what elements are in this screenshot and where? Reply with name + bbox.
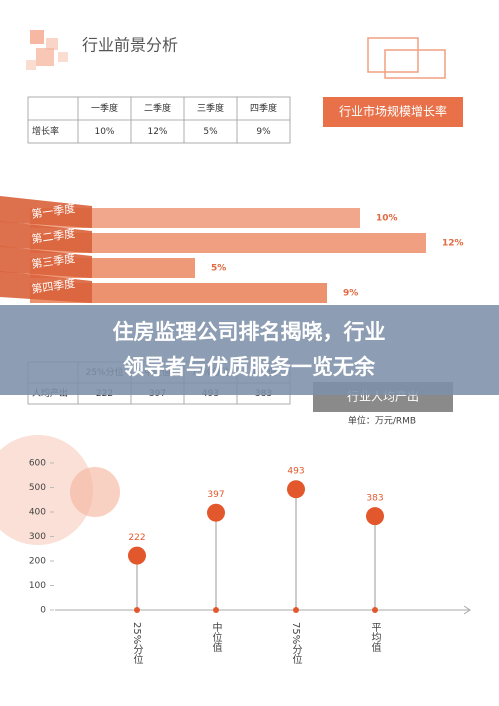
base-dot [293,607,299,613]
base-dot [213,607,219,613]
banner-title: 领导者与优质服务一览无余 [123,355,376,379]
y-tick-label: 300 [29,532,46,542]
value-label: 5% [211,264,226,274]
category-label: 25%分位 [131,622,143,664]
decor-outline [367,37,446,79]
category-label: 第一季度 [30,201,76,221]
table-header: 一季度 [91,102,118,114]
table-cell: 5% [203,127,218,137]
bar [30,233,426,253]
bar-label-tab [0,196,92,228]
y-tick-label: 200 [29,557,46,567]
axis-arrow [463,605,471,615]
value-label: 397 [207,490,224,500]
value-label: 12% [442,239,464,249]
bar-label-tab [0,246,92,278]
table-cell: 12% [147,127,167,137]
y-tick-label: 600 [29,459,46,469]
table-cell: 9% [256,127,271,137]
category-label: 平均值 [369,622,381,653]
decor-squares [26,30,68,70]
table-header: 四季度 [250,102,277,114]
banner-title: 住房监理公司排名揭晓，行业 [113,320,386,344]
category-label: 第四季度 [30,276,76,296]
category-label: 中位值 [210,621,222,653]
bar-label-tab [0,221,92,253]
point [366,507,384,526]
point [128,546,146,565]
decor-circle [0,435,93,545]
y-tick-label: 100 [29,581,46,591]
bar [30,283,327,303]
y-tick-label: 500 [29,483,46,493]
point [287,480,305,499]
value-label: 383 [366,494,383,504]
chart-title: 行业市场规模增长率 [339,104,447,119]
category-label: 第三季度 [30,251,76,271]
base-dot [134,607,140,613]
bar-label-tab [0,271,92,303]
bar [30,208,360,228]
value-label: 9% [343,289,358,299]
base-dot [372,607,378,613]
table-cell: 增长率 [32,125,59,137]
chart-subtitle: 单位：万元/RMB [348,415,416,427]
table-cell: 10% [94,127,114,137]
table-header: 二季度 [144,102,171,114]
decor-circle [70,467,120,517]
y-tick-label: 0 [40,606,46,616]
value-label: 493 [287,467,304,477]
category-label: 第二季度 [30,226,76,246]
value-label: 10% [376,214,398,224]
y-tick-label: 400 [29,508,46,518]
title-box [323,97,463,127]
banner [0,305,499,395]
point [207,503,225,522]
category-label: 75%分位 [290,622,302,664]
table-header: 三季度 [197,102,224,114]
section-title: 行业前景分析 [82,36,178,55]
value-label: 222 [128,533,145,543]
